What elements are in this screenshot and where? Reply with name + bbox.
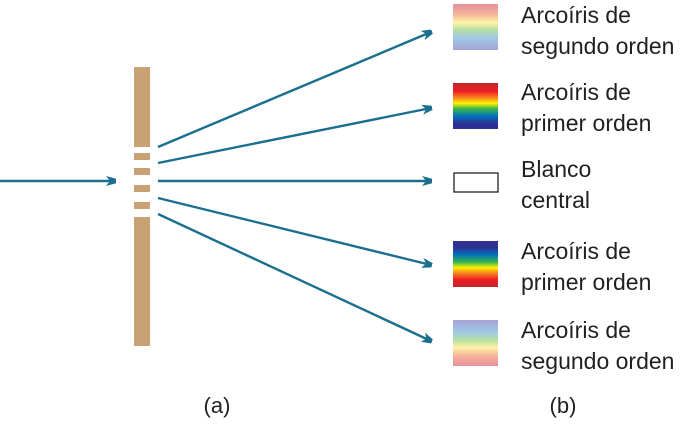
light-rays [0, 32, 431, 341]
caption-b: (b) [550, 393, 577, 418]
ray-first-order-upper [157, 108, 431, 165]
ray-first-order-lower [157, 196, 431, 265]
label-central-line1: Blanco [521, 156, 591, 182]
color-swatches [453, 4, 499, 366]
label-second-upper-line1: Arcoíris de [521, 2, 631, 28]
grating-segment [134, 202, 150, 209]
swatch-second-order-upper [453, 4, 498, 50]
swatch-first-order-upper [453, 83, 498, 129]
grating-segment [134, 153, 150, 160]
grating-segment [134, 168, 150, 175]
swatch-second-order-lower [453, 320, 498, 366]
grating-segment [134, 185, 150, 192]
grating-lower-bar [134, 217, 150, 346]
label-second-lower-line2: segundo orden [521, 348, 674, 374]
label-second-upper-line2: segundo orden [521, 33, 674, 59]
ray-second-order-lower [157, 212, 431, 341]
label-central-line2: central [521, 187, 590, 213]
diffraction-grating [134, 67, 150, 346]
swatch-first-order-lower [453, 241, 498, 287]
label-first-lower-line1: Arcoíris de [521, 238, 631, 264]
label-second-lower-line1: Arcoíris de [521, 317, 631, 343]
swatch-labels: Arcoíris de segundo orden Arcoíris de pr… [521, 2, 674, 374]
caption-a: (a) [204, 393, 231, 418]
label-first-lower-line2: primer orden [521, 269, 651, 295]
swatch-central-white [453, 172, 499, 193]
grating-upper-bar [134, 67, 150, 147]
ray-second-order-upper [157, 32, 431, 149]
label-first-upper-line1: Arcoíris de [521, 79, 631, 105]
label-first-upper-line2: primer orden [521, 110, 651, 136]
